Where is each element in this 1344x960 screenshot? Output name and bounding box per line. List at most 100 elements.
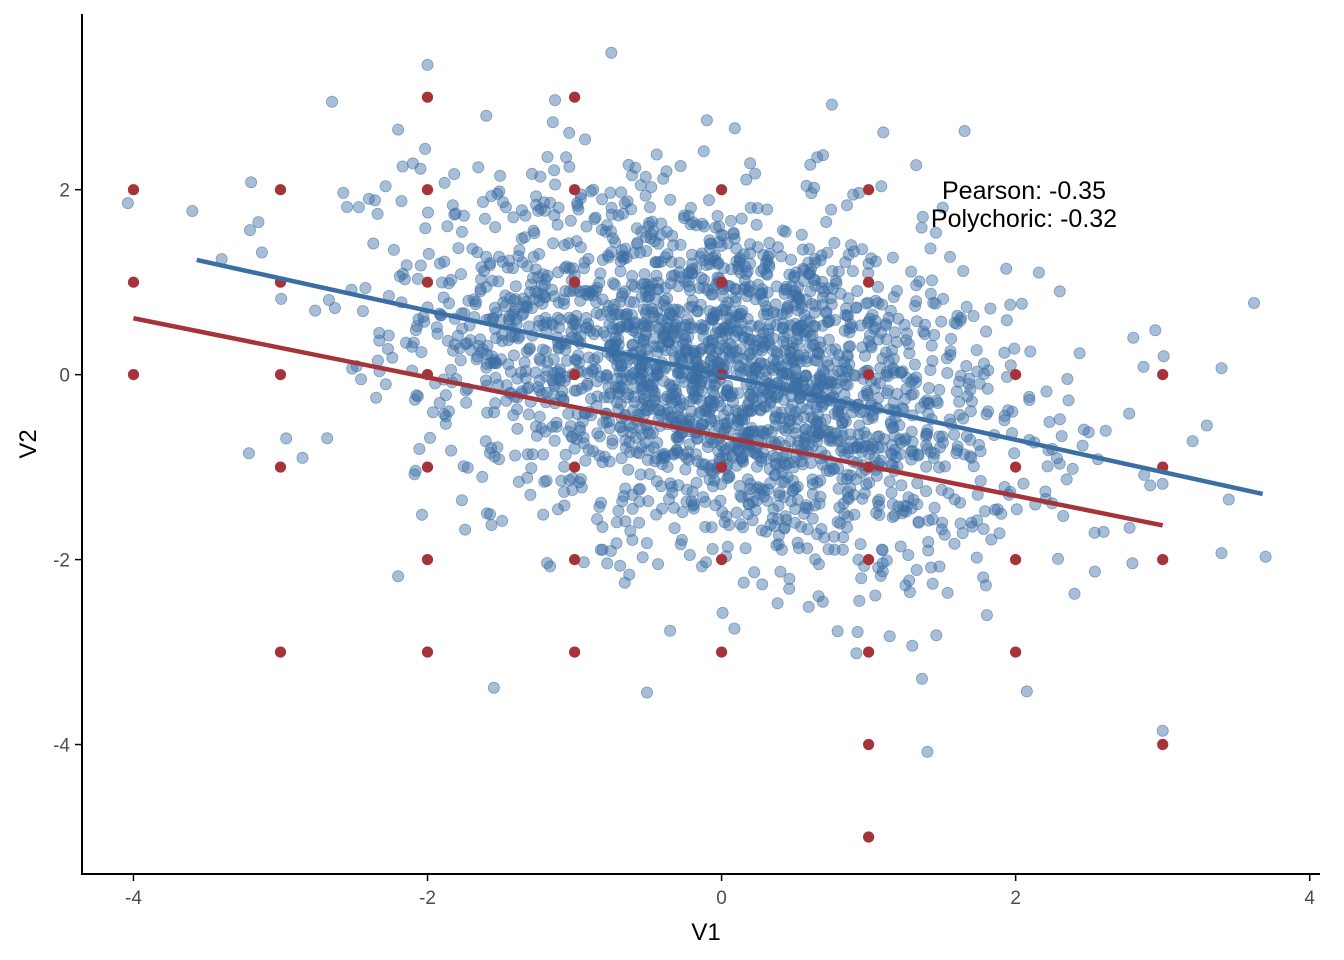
- continuous-point: [435, 276, 448, 289]
- continuous-point: [243, 224, 256, 237]
- continuous-point: [873, 499, 886, 512]
- continuous-point: [940, 352, 953, 365]
- continuous-point: [770, 406, 783, 419]
- continuous-point: [709, 221, 722, 234]
- continuous-point: [721, 384, 734, 397]
- continuous-point: [121, 197, 134, 210]
- continuous-point: [548, 379, 561, 392]
- continuous-point: [687, 378, 700, 391]
- continuous-point: [731, 351, 744, 364]
- continuous-point: [698, 458, 711, 471]
- continuous-point: [624, 295, 637, 308]
- continuous-point: [910, 315, 923, 328]
- continuous-point: [609, 236, 622, 249]
- continuous-point: [850, 440, 863, 453]
- continuous-point: [750, 482, 763, 495]
- continuous-point: [419, 222, 432, 235]
- continuous-point: [828, 530, 841, 543]
- continuous-point: [782, 456, 795, 469]
- continuous-point: [457, 209, 470, 222]
- continuous-point: [626, 534, 639, 547]
- continuous-point: [657, 172, 670, 185]
- continuous-point: [974, 474, 987, 487]
- continuous-point: [490, 332, 503, 345]
- continuous-point: [252, 216, 265, 229]
- continuous-point: [560, 151, 573, 164]
- continuous-point: [883, 355, 896, 368]
- continuous-point: [1222, 493, 1235, 506]
- continuous-point: [984, 302, 997, 315]
- continuous-point: [770, 280, 783, 293]
- discrete-point: [569, 554, 581, 566]
- continuous-point: [421, 206, 434, 219]
- continuous-point: [836, 543, 849, 556]
- continuous-point: [885, 415, 898, 428]
- continuous-point: [725, 214, 738, 227]
- continuous-point: [742, 508, 755, 521]
- continuous-point: [677, 398, 690, 411]
- continuous-point: [769, 419, 782, 432]
- continuous-point: [785, 351, 798, 364]
- continuous-point: [1066, 462, 1079, 475]
- continuous-point: [614, 559, 627, 572]
- continuous-point: [788, 421, 801, 434]
- continuous-point: [660, 225, 673, 238]
- continuous-point: [896, 365, 909, 378]
- continuous-point: [728, 232, 741, 245]
- continuous-point: [600, 416, 613, 429]
- continuous-point: [892, 312, 905, 325]
- continuous-point: [744, 257, 757, 270]
- continuous-point: [841, 485, 854, 498]
- continuous-point: [799, 423, 812, 436]
- continuous-point: [906, 639, 919, 652]
- continuous-point: [494, 169, 507, 182]
- continuous-point: [853, 186, 866, 199]
- continuous-point: [912, 516, 925, 529]
- continuous-point: [581, 367, 594, 380]
- continuous-point: [438, 255, 451, 268]
- continuous-point: [806, 487, 819, 500]
- continuous-point: [939, 460, 952, 473]
- continuous-point: [811, 528, 824, 541]
- continuous-point: [658, 451, 671, 464]
- discrete-point: [569, 461, 581, 473]
- continuous-point: [606, 434, 619, 447]
- continuous-point: [694, 407, 707, 420]
- continuous-point: [889, 326, 902, 339]
- continuous-point: [430, 321, 443, 334]
- discrete-point: [421, 461, 434, 473]
- continuous-point: [479, 374, 492, 387]
- continuous-point: [881, 387, 894, 400]
- continuous-point: [781, 326, 794, 339]
- annotation-pearson: Pearson: -0.35: [942, 177, 1106, 205]
- continuous-point: [668, 522, 681, 535]
- continuous-point: [957, 412, 970, 425]
- continuous-point: [615, 452, 628, 465]
- continuous-point: [645, 181, 658, 194]
- continuous-point: [797, 349, 810, 362]
- continuous-point: [778, 330, 791, 343]
- continuous-point: [744, 201, 757, 214]
- continuous-point: [551, 218, 564, 231]
- continuous-point: [894, 366, 907, 379]
- continuous-point: [944, 250, 957, 263]
- continuous-point: [522, 381, 535, 394]
- continuous-point: [509, 449, 522, 462]
- continuous-point: [769, 457, 782, 470]
- continuous-point: [441, 334, 454, 347]
- continuous-point: [620, 373, 633, 386]
- continuous-point: [837, 531, 850, 544]
- continuous-point: [1055, 430, 1068, 443]
- continuous-point: [624, 525, 637, 538]
- continuous-point: [439, 389, 452, 402]
- continuous-point: [773, 489, 786, 502]
- continuous-point: [778, 476, 791, 489]
- continuous-point: [866, 308, 879, 321]
- continuous-point: [589, 211, 602, 224]
- continuous-point: [962, 378, 975, 391]
- continuous-point: [706, 288, 719, 301]
- continuous-point: [745, 353, 758, 366]
- continuous-point: [924, 287, 937, 300]
- continuous-point: [1062, 394, 1075, 407]
- continuous-point: [507, 409, 520, 422]
